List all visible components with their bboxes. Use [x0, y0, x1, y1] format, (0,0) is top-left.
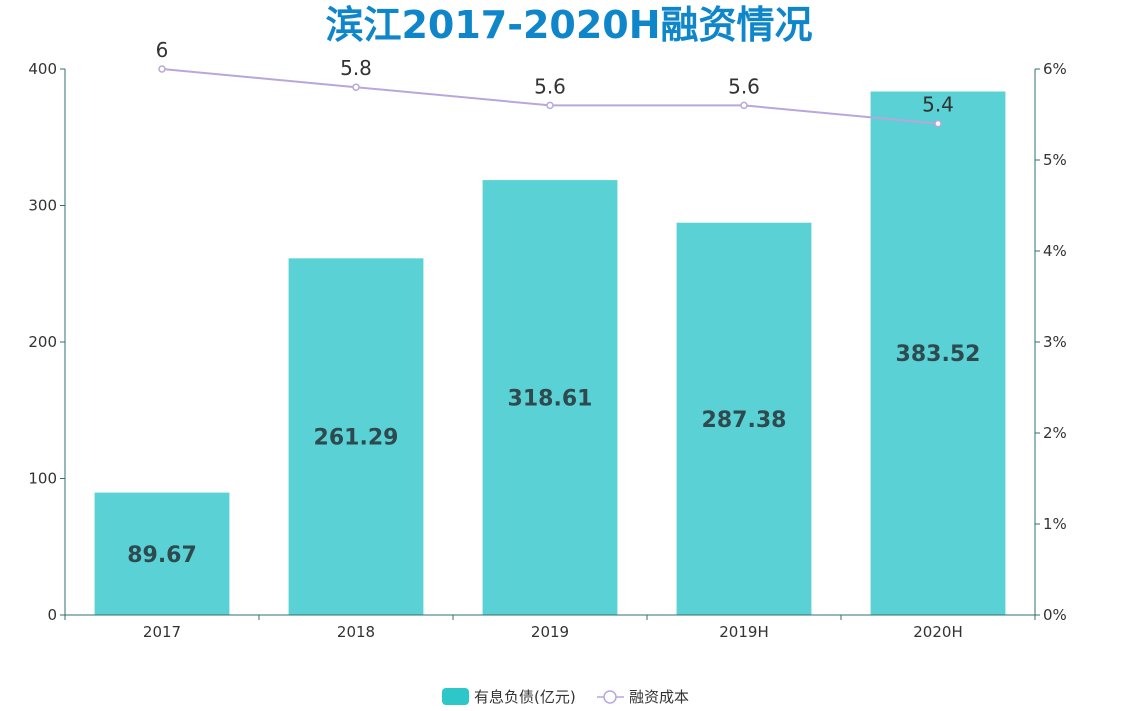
left-tick-label: 400	[28, 60, 57, 78]
bar-label: 287.38	[702, 408, 787, 433]
bar-label: 89.67	[127, 543, 197, 568]
bar-label: 318.61	[508, 387, 593, 412]
line-label: 5.4	[922, 93, 954, 117]
line-point	[158, 65, 166, 73]
bar	[870, 91, 1006, 616]
bar	[94, 492, 230, 615]
line-point	[740, 101, 748, 110]
x-tick-label: 2018	[337, 623, 375, 641]
bar	[676, 222, 812, 615]
right-tick-label: 3%	[1043, 333, 1067, 351]
right-tick-label: 2%	[1043, 424, 1067, 442]
legend-bar-swatch	[442, 688, 469, 705]
bar	[482, 180, 618, 615]
line-point	[934, 119, 942, 128]
bar	[288, 258, 424, 615]
x-tick-label: 2020H	[913, 623, 962, 641]
right-tick-label: 1%	[1043, 515, 1067, 533]
left-tick-label: 200	[28, 333, 57, 351]
left-tick-label: 300	[28, 197, 57, 215]
line-label: 6	[156, 38, 169, 62]
legend-line-marker	[603, 690, 617, 704]
line-label: 5.8	[340, 56, 372, 80]
chart-title: 滨江2017-2020H融资情况	[325, 3, 812, 47]
right-tick-label: 4%	[1043, 242, 1067, 260]
legend-line-label: 融资成本	[629, 688, 689, 706]
bar-label: 261.29	[314, 426, 399, 451]
line-label: 5.6	[728, 74, 760, 98]
right-tick-label: 6%	[1043, 60, 1067, 78]
x-tick-label: 2019	[531, 623, 569, 641]
line-point	[352, 83, 360, 91]
line-label: 5.6	[534, 74, 566, 98]
x-tick-label: 2017	[143, 623, 181, 641]
left-tick-label: 0	[47, 606, 57, 624]
bar-label: 383.52	[896, 342, 981, 367]
legend-bar-label: 有息负债(亿元)	[474, 688, 576, 706]
right-tick-label: 5%	[1043, 151, 1067, 169]
x-tick-label: 2019H	[719, 623, 768, 641]
right-tick-label: 0%	[1043, 606, 1067, 624]
left-tick-label: 100	[28, 470, 57, 488]
line-point	[546, 101, 554, 110]
